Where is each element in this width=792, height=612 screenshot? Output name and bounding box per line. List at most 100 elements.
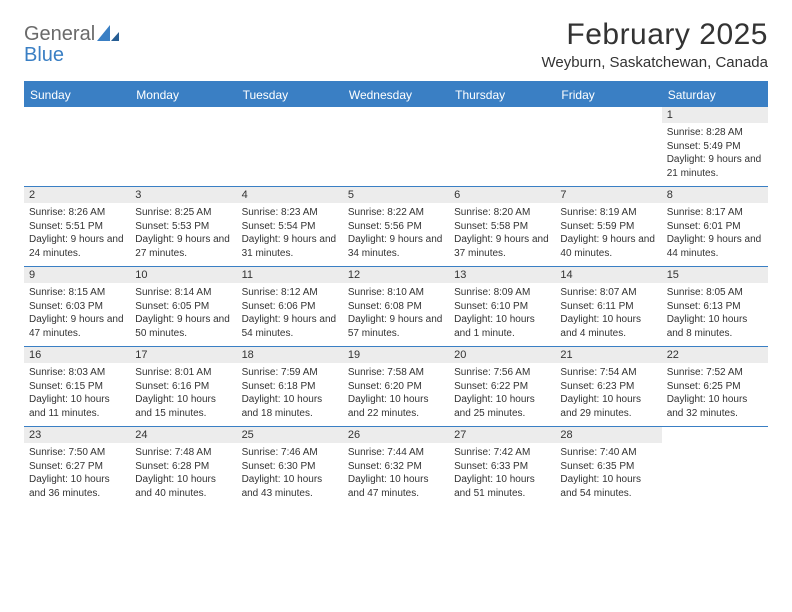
sunrise-line: Sunrise: 8:17 AM [667,206,763,220]
day-details: Sunrise: 8:23 AMSunset: 5:54 PMDaylight:… [237,203,343,266]
sunrise-line: Sunrise: 7:59 AM [242,366,338,380]
day-number: 15 [662,267,768,283]
calendar-cell: 20Sunrise: 7:56 AMSunset: 6:22 PMDayligh… [449,347,555,427]
calendar-cell [343,107,449,187]
daylight-line: Daylight: 10 hours and 18 minutes. [242,393,338,420]
daylight-line: Daylight: 10 hours and 29 minutes. [560,393,656,420]
calendar-cell: 1Sunrise: 8:28 AMSunset: 5:49 PMDaylight… [662,107,768,187]
calendar-cell: 19Sunrise: 7:58 AMSunset: 6:20 PMDayligh… [343,347,449,427]
sunrise-line: Sunrise: 7:40 AM [560,446,656,460]
daylight-line: Daylight: 9 hours and 24 minutes. [29,233,125,260]
sunset-line: Sunset: 6:15 PM [29,380,125,394]
sunrise-line: Sunrise: 8:25 AM [135,206,231,220]
daylight-line: Daylight: 10 hours and 15 minutes. [135,393,231,420]
sunrise-line: Sunrise: 8:28 AM [667,126,763,140]
daylight-line: Daylight: 10 hours and 32 minutes. [667,393,763,420]
day-details: Sunrise: 7:54 AMSunset: 6:23 PMDaylight:… [555,363,661,426]
day-details: Sunrise: 8:20 AMSunset: 5:58 PMDaylight:… [449,203,555,266]
daylight-line: Daylight: 10 hours and 1 minute. [454,313,550,340]
sunrise-line: Sunrise: 8:26 AM [29,206,125,220]
daylight-line: Daylight: 9 hours and 50 minutes. [135,313,231,340]
daylight-line: Daylight: 10 hours and 36 minutes. [29,473,125,500]
calendar-cell: 9Sunrise: 8:15 AMSunset: 6:03 PMDaylight… [24,267,130,347]
calendar-page: General Blue February 2025 Weyburn, Sask… [0,0,792,516]
calendar-cell: 28Sunrise: 7:40 AMSunset: 6:35 PMDayligh… [555,427,661,507]
day-number: 26 [343,427,449,443]
calendar-cell: 22Sunrise: 7:52 AMSunset: 6:25 PMDayligh… [662,347,768,427]
sunrise-line: Sunrise: 7:44 AM [348,446,444,460]
sunset-line: Sunset: 6:01 PM [667,220,763,234]
daylight-line: Daylight: 10 hours and 47 minutes. [348,473,444,500]
day-number: 13 [449,267,555,283]
calendar-cell: 15Sunrise: 8:05 AMSunset: 6:13 PMDayligh… [662,267,768,347]
daylight-line: Daylight: 10 hours and 40 minutes. [135,473,231,500]
sunrise-line: Sunrise: 8:03 AM [29,366,125,380]
day-number: 19 [343,347,449,363]
calendar-week-row: 9Sunrise: 8:15 AMSunset: 6:03 PMDaylight… [24,267,768,347]
sunset-line: Sunset: 6:16 PM [135,380,231,394]
daylight-line: Daylight: 9 hours and 27 minutes. [135,233,231,260]
calendar-cell [662,427,768,507]
sunrise-line: Sunrise: 7:52 AM [667,366,763,380]
sunrise-line: Sunrise: 7:54 AM [560,366,656,380]
daylight-line: Daylight: 10 hours and 54 minutes. [560,473,656,500]
day-number: 17 [130,347,236,363]
sunset-line: Sunset: 6:13 PM [667,300,763,314]
sunrise-line: Sunrise: 8:20 AM [454,206,550,220]
brand-text: General Blue [24,24,119,65]
brand-logo: General Blue [24,18,119,65]
sunrise-line: Sunrise: 7:58 AM [348,366,444,380]
day-details: Sunrise: 8:03 AMSunset: 6:15 PMDaylight:… [24,363,130,426]
day-number: 3 [130,187,236,203]
day-details: Sunrise: 8:26 AMSunset: 5:51 PMDaylight:… [24,203,130,266]
location-label: Weyburn, Saskatchewan, Canada [541,54,768,71]
calendar-cell [449,107,555,187]
day-number: 16 [24,347,130,363]
day-details: Sunrise: 7:50 AMSunset: 6:27 PMDaylight:… [24,443,130,506]
sunset-line: Sunset: 5:49 PM [667,140,763,154]
sunset-line: Sunset: 6:35 PM [560,460,656,474]
day-number: 25 [237,427,343,443]
sail-icon [97,25,119,45]
sunrise-line: Sunrise: 8:14 AM [135,286,231,300]
day-details: Sunrise: 8:28 AMSunset: 5:49 PMDaylight:… [662,123,768,186]
calendar-cell: 26Sunrise: 7:44 AMSunset: 6:32 PMDayligh… [343,427,449,507]
calendar-cell: 5Sunrise: 8:22 AMSunset: 5:56 PMDaylight… [343,187,449,267]
daylight-line: Daylight: 10 hours and 8 minutes. [667,313,763,340]
calendar-cell [237,107,343,187]
sunrise-line: Sunrise: 7:42 AM [454,446,550,460]
daylight-line: Daylight: 9 hours and 21 minutes. [667,153,763,180]
weekday-header: Sunday [24,82,130,107]
daylight-line: Daylight: 9 hours and 44 minutes. [667,233,763,260]
weekday-header: Saturday [662,82,768,107]
daylight-line: Daylight: 10 hours and 11 minutes. [29,393,125,420]
day-details: Sunrise: 7:59 AMSunset: 6:18 PMDaylight:… [237,363,343,426]
sunrise-line: Sunrise: 8:15 AM [29,286,125,300]
sunset-line: Sunset: 6:10 PM [454,300,550,314]
sunset-line: Sunset: 6:03 PM [29,300,125,314]
calendar-cell: 2Sunrise: 8:26 AMSunset: 5:51 PMDaylight… [24,187,130,267]
sunrise-line: Sunrise: 8:07 AM [560,286,656,300]
sunset-line: Sunset: 6:27 PM [29,460,125,474]
day-details: Sunrise: 7:56 AMSunset: 6:22 PMDaylight:… [449,363,555,426]
day-details: Sunrise: 7:46 AMSunset: 6:30 PMDaylight:… [237,443,343,506]
day-number: 27 [449,427,555,443]
sunset-line: Sunset: 6:33 PM [454,460,550,474]
day-details: Sunrise: 8:17 AMSunset: 6:01 PMDaylight:… [662,203,768,266]
day-number: 14 [555,267,661,283]
day-number: 4 [237,187,343,203]
brand-word-general: General [24,23,95,45]
day-details: Sunrise: 7:48 AMSunset: 6:28 PMDaylight:… [130,443,236,506]
calendar-cell: 10Sunrise: 8:14 AMSunset: 6:05 PMDayligh… [130,267,236,347]
sunset-line: Sunset: 6:25 PM [667,380,763,394]
calendar-cell: 24Sunrise: 7:48 AMSunset: 6:28 PMDayligh… [130,427,236,507]
day-number: 6 [449,187,555,203]
daylight-line: Daylight: 9 hours and 54 minutes. [242,313,338,340]
calendar-cell: 13Sunrise: 8:09 AMSunset: 6:10 PMDayligh… [449,267,555,347]
calendar-cell: 6Sunrise: 8:20 AMSunset: 5:58 PMDaylight… [449,187,555,267]
sunset-line: Sunset: 6:11 PM [560,300,656,314]
calendar-cell: 3Sunrise: 8:25 AMSunset: 5:53 PMDaylight… [130,187,236,267]
daylight-line: Daylight: 10 hours and 22 minutes. [348,393,444,420]
day-details: Sunrise: 8:01 AMSunset: 6:16 PMDaylight:… [130,363,236,426]
weekday-header-row: Sunday Monday Tuesday Wednesday Thursday… [24,82,768,107]
